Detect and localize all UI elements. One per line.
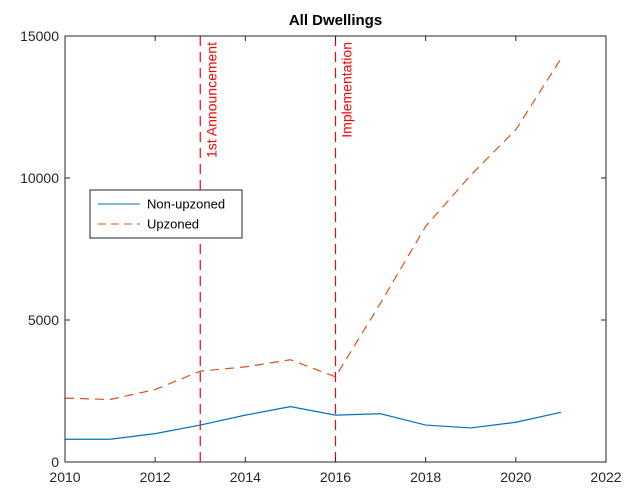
annotation-label: 1st Announcement — [203, 42, 219, 158]
data-point — [470, 427, 471, 428]
y-tick-label: 10000 — [20, 170, 59, 186]
data-point — [425, 424, 426, 425]
data-point — [335, 415, 336, 416]
legend-box — [89, 189, 243, 239]
y-tick-label: 15000 — [20, 28, 59, 44]
data-point — [155, 389, 156, 390]
y-tick-label: 0 — [51, 454, 59, 470]
data-point — [515, 129, 516, 130]
annotation-layer: 1st Announcement Implementation — [199, 36, 355, 462]
x-tick-label: 2018 — [410, 469, 441, 485]
data-point — [290, 406, 291, 407]
data-point — [245, 366, 246, 367]
data-point — [109, 439, 110, 440]
x-tick-label: 2022 — [590, 469, 621, 485]
data-point — [560, 412, 561, 413]
x-tick-label: 2010 — [49, 469, 80, 485]
legend-label-non-upzoned: Non-upzoned — [147, 197, 225, 212]
series-line-non-upzoned — [65, 406, 562, 440]
legend-label-upzoned: Upzoned — [147, 217, 199, 232]
data-point — [335, 376, 336, 377]
y-tick-label: 5000 — [28, 312, 59, 328]
data-point — [245, 415, 246, 416]
data-point — [560, 58, 561, 59]
x-tick-label: 2016 — [320, 469, 351, 485]
data-point — [109, 399, 110, 400]
legend: Non-upzoned Upzoned — [89, 189, 243, 239]
series-line-upzoned — [64, 58, 562, 401]
data-point — [200, 424, 201, 425]
x-tick-label: 2014 — [230, 469, 261, 485]
data-point — [425, 226, 426, 227]
annotation-label: Implementation — [339, 42, 355, 138]
x-tick-label: 2012 — [140, 469, 171, 485]
data-point — [380, 302, 381, 303]
tick-layer: 2010 2012 2014 2016 2018 2020 2022 0 5000 10000 15… — [20, 28, 622, 485]
data-point — [515, 422, 516, 423]
data-point — [200, 371, 201, 372]
data-point — [470, 175, 471, 176]
data-point — [380, 413, 381, 414]
x-tick-label: 2020 — [500, 469, 531, 485]
series-layer — [64, 58, 562, 440]
data-point — [155, 433, 156, 434]
data-point — [290, 359, 291, 360]
chart-title: All Dwellings — [289, 12, 382, 29]
